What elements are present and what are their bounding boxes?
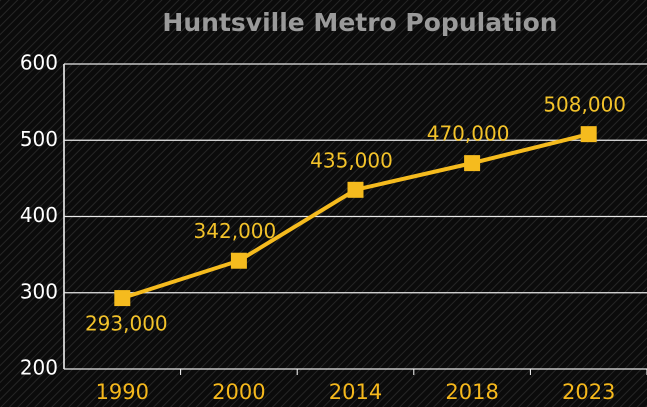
x-tick-label: 2023 [562, 380, 615, 404]
marker [464, 155, 481, 172]
chart-title: Huntsville Metro Population [162, 8, 557, 37]
data-label: 435,000 [310, 148, 393, 172]
y-tick-label: 600 [20, 51, 58, 75]
x-tick-label: 2014 [329, 380, 382, 404]
y-tick-label: 500 [20, 127, 58, 151]
x-tick-label: 2018 [445, 380, 498, 404]
x-tick-label: 2000 [212, 380, 265, 404]
marker [114, 290, 131, 307]
y-tick-label: 400 [20, 203, 58, 227]
data-label: 508,000 [543, 93, 626, 117]
data-label: 293,000 [85, 312, 168, 336]
data-label: 342,000 [194, 219, 277, 243]
x-tick-label: 1990 [96, 380, 149, 404]
marker [580, 126, 597, 143]
y-tick-label: 200 [20, 356, 58, 380]
y-tick-label: 300 [20, 279, 58, 303]
marker [230, 252, 247, 269]
marker [347, 181, 364, 198]
data-label: 470,000 [427, 122, 510, 146]
